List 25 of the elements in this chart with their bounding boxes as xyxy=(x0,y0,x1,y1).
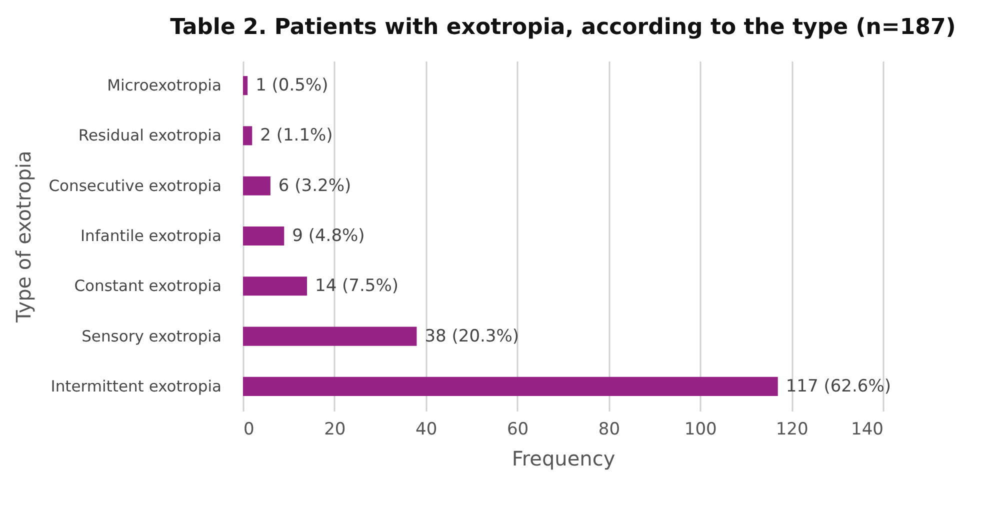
data-label: 6 (3.2%) xyxy=(278,176,352,196)
y-tick-label: Consecutive exotropia xyxy=(48,176,222,195)
x-tick-label: 60 xyxy=(506,420,529,440)
x-tick-label: 40 xyxy=(416,420,438,440)
y-tick-label: Constant exotropia xyxy=(74,277,222,296)
y-tick-label: Residual exotropia xyxy=(78,126,222,145)
x-axis-title: Frequency xyxy=(512,446,616,470)
data-label: 117 (62.6%) xyxy=(786,376,891,396)
x-tick-label: 20 xyxy=(324,420,346,440)
data-label: 14 (7.5%) xyxy=(315,276,398,296)
y-axis-title: Type of exotropia xyxy=(12,150,36,324)
x-tick-label: 120 xyxy=(776,420,808,440)
x-tick-label: 0 xyxy=(244,420,254,440)
chart-title: Table 2. Patients with exotropia, according to the type (n=187) xyxy=(170,15,956,40)
data-label: 9 (4.8%) xyxy=(292,226,365,246)
data-label: 38 (20.3%) xyxy=(424,326,520,346)
x-tick-label: 80 xyxy=(598,420,620,440)
data-label: 1 (0.5%) xyxy=(256,76,328,96)
y-tick-label: Infantile exotropia xyxy=(80,227,222,245)
data-label: 2 (1.1%) xyxy=(260,126,333,146)
x-tick-label: 100 xyxy=(684,420,717,440)
y-tick-label: Intermittent exotropia xyxy=(50,377,222,396)
y-tick-label: Microexotropia xyxy=(107,76,222,95)
y-tick-label: Sensory exotropia xyxy=(82,327,222,346)
x-tick-label: 140 xyxy=(851,420,884,440)
